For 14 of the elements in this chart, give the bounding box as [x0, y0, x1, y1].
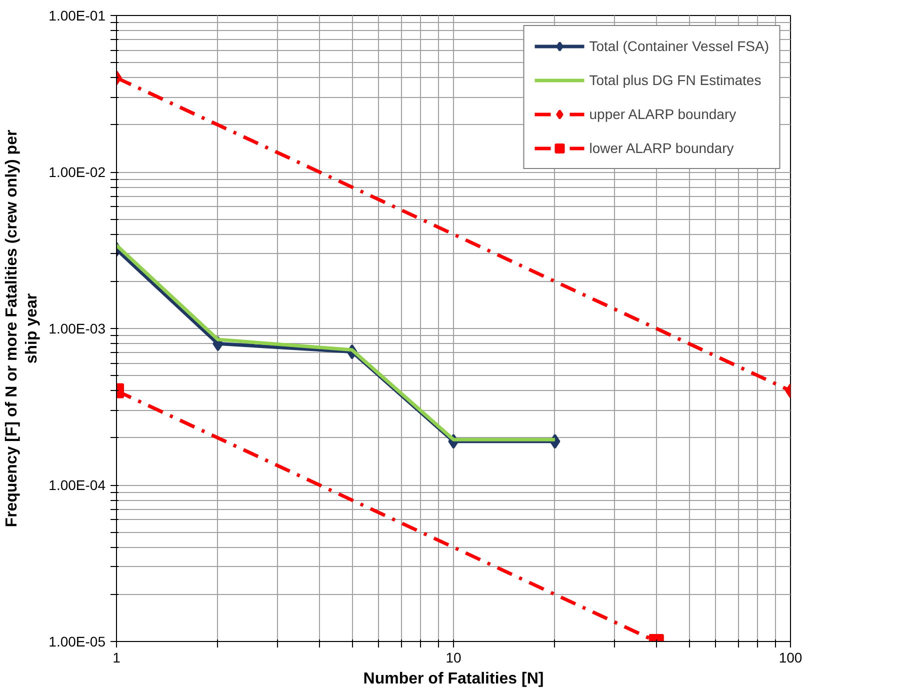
- x-axis-title: Number of Fatalities [N]: [363, 670, 544, 688]
- legend-label: lower ALARP boundary: [589, 140, 735, 156]
- y-tick-label: 1.00E-03: [48, 320, 106, 336]
- legend-label: upper ALARP boundary: [589, 106, 738, 122]
- x-tick-label: 10: [446, 650, 462, 666]
- y-axis-title: Frequency [F] of N or more Fatalities (crew only) per ship year: [3, 130, 41, 528]
- y-tick-label: 1.00E-02: [48, 164, 106, 180]
- x-tick-label: 100: [778, 650, 802, 666]
- x-tick-label: 1: [112, 650, 121, 666]
- y-tick-label: 1.00E-04: [48, 477, 106, 493]
- legend-label: Total plus DG FN Estimates: [589, 72, 762, 88]
- legend-label: Total (Container Vessel FSA): [589, 38, 769, 54]
- y-tick-label: 1.00E-05: [48, 634, 106, 650]
- y-tick-label: 1.00E-01: [48, 8, 106, 24]
